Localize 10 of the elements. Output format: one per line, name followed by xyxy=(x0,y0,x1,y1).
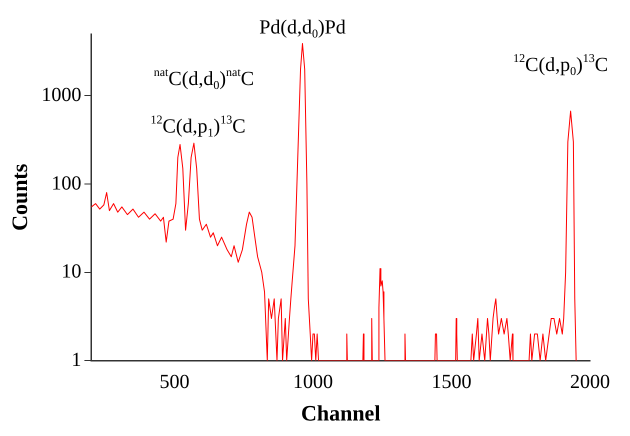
y-tick-label: 1 xyxy=(71,348,82,371)
x-tick-label: 1000 xyxy=(293,370,333,393)
x-axis-title: Channel xyxy=(300,400,380,426)
x-tick-label: 2000 xyxy=(570,370,610,393)
x-tick-label: 1500 xyxy=(432,370,472,393)
y-tick-label: 1000 xyxy=(41,84,82,106)
x-tick-label: 500 xyxy=(160,370,190,393)
y-axis-title: Counts xyxy=(6,163,32,231)
y-tick-label: 10 xyxy=(61,260,82,283)
y-tick-label: 100 xyxy=(51,172,82,194)
